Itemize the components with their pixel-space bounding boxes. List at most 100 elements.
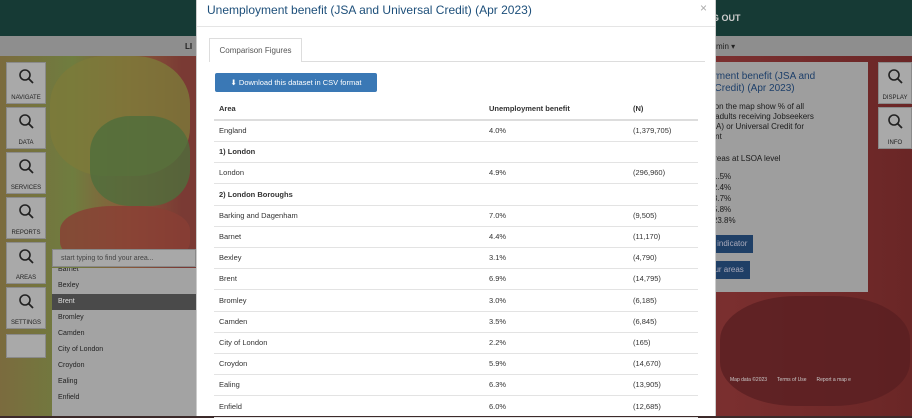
user-menu[interactable]: min ▾ bbox=[716, 42, 736, 51]
table-cell: 6.9% bbox=[489, 274, 507, 284]
sidebar-button[interactable]: REPORTS bbox=[6, 197, 46, 239]
row-divider bbox=[214, 204, 698, 206]
map-footer-link[interactable]: Report a map e bbox=[816, 377, 851, 383]
tab[interactable]: Comparison Figures bbox=[209, 38, 302, 62]
download-button[interactable]: ⬇ Download this dataset in CSV format bbox=[215, 73, 377, 92]
icon bbox=[19, 249, 34, 264]
close-button[interactable]: × bbox=[700, 1, 708, 15]
icon bbox=[19, 69, 34, 84]
button-label: SETTINGS bbox=[10, 320, 41, 326]
area-search[interactable]: start typing to find your area... bbox=[52, 249, 196, 267]
button-label: REPORTS bbox=[11, 230, 41, 236]
table-cell: (13,905) bbox=[633, 380, 661, 390]
sidebar: NAVIGATE DATA SERVICES REPORTS AREAS SETTINGS bbox=[6, 62, 46, 358]
area-item[interactable]: Croydon bbox=[58, 362, 85, 369]
area-item[interactable]: Bexley bbox=[58, 282, 80, 289]
table-header: Unemployment benefit bbox=[489, 104, 570, 113]
row-divider bbox=[214, 374, 698, 376]
table-cell: Bromley bbox=[219, 295, 247, 305]
row-divider bbox=[214, 395, 698, 397]
table-cell: (165) bbox=[633, 338, 651, 347]
table-cell: Barnet bbox=[219, 232, 242, 241]
indicator-panel: loyment benefit (JSA and al Credit) (Apr … bbox=[700, 62, 868, 292]
table-cell: (6,185) bbox=[633, 295, 657, 305]
modal: Unemployment benefit (JSA and Universal … bbox=[196, 0, 716, 418]
table-cell: 3.5% bbox=[489, 316, 507, 326]
area-item[interactable]: Barnet bbox=[58, 268, 79, 273]
table-cell: (12,685) bbox=[633, 401, 661, 411]
map-footer-link[interactable]: Terms of Use bbox=[777, 377, 807, 383]
expand-button[interactable] bbox=[6, 334, 46, 358]
row-divider bbox=[214, 183, 698, 185]
row-divider bbox=[214, 416, 698, 418]
table-cell: (11,170) bbox=[633, 232, 661, 241]
panel-text: ll areas at LSOA level bbox=[704, 154, 781, 163]
sidebar-button[interactable]: INFO bbox=[878, 107, 912, 149]
row-divider bbox=[214, 310, 698, 312]
area-item[interactable]: Bromley bbox=[58, 314, 84, 321]
icon bbox=[19, 159, 34, 174]
area-item[interactable]: Camden bbox=[58, 330, 85, 337]
map-footer: Map data ©2023 Terms of Use Report a map e bbox=[730, 368, 910, 383]
button-label: INFO bbox=[887, 140, 903, 146]
modal-title: Unemployment benefit (JSA and Universal … bbox=[207, 3, 532, 17]
table-cell: (296,960) bbox=[633, 168, 666, 178]
legend-item: to 3.7% bbox=[704, 194, 732, 203]
sidebar-button[interactable]: DISPLAY bbox=[878, 62, 912, 104]
panel-text: ge adults receiving Jobseekers bbox=[704, 112, 814, 121]
row-divider bbox=[214, 247, 698, 248]
table-cell: 3.1% bbox=[489, 253, 507, 263]
table-cell: Barking and Dagenham bbox=[219, 210, 298, 220]
table-cell: Enfield bbox=[219, 401, 242, 411]
table-cell: (6,845) bbox=[633, 316, 657, 326]
sidebar-button[interactable]: SETTINGS bbox=[6, 287, 46, 329]
button-label: DISPLAY bbox=[882, 95, 908, 101]
legend-item: to 2.4% bbox=[704, 183, 732, 192]
sidebar-button[interactable]: AREAS bbox=[6, 242, 46, 284]
row-divider bbox=[214, 268, 698, 270]
sidebar-button[interactable]: DATA bbox=[6, 107, 46, 149]
area-list: Barnet Bexley Brent Bromley Camden City of Lo… bbox=[52, 268, 196, 416]
legend-item: to 5.8% bbox=[704, 205, 732, 214]
icon bbox=[19, 294, 34, 309]
area-item[interactable]: Enfield bbox=[58, 394, 80, 401]
icon bbox=[19, 114, 34, 129]
icon bbox=[19, 204, 34, 219]
table-cell: 4.0% bbox=[489, 126, 507, 135]
table-cell: England bbox=[219, 126, 247, 135]
table-cell: 3.0% bbox=[489, 295, 507, 305]
table-cell: (14,670) bbox=[633, 359, 661, 369]
panel-text: (JSA) or Universal Credit for bbox=[704, 122, 805, 131]
button-label: SERVICES bbox=[10, 185, 42, 191]
table-cell: Bexley bbox=[219, 253, 242, 263]
button-label: AREAS bbox=[15, 275, 37, 281]
table-cell: City of London bbox=[219, 338, 268, 347]
row-divider bbox=[214, 289, 698, 291]
button-label: NAVIGATE bbox=[11, 95, 41, 101]
table-cell: 7.0% bbox=[489, 210, 507, 220]
table-header: Area bbox=[219, 104, 236, 113]
legend-item: to 1.5% bbox=[704, 172, 732, 181]
divider bbox=[214, 119, 698, 121]
sidebar-button[interactable]: SERVICES bbox=[6, 152, 46, 194]
divider bbox=[197, 26, 715, 27]
area-item[interactable]: City of London bbox=[58, 346, 104, 353]
logout[interactable]: G OUT bbox=[712, 13, 741, 23]
table-cell: 5.9% bbox=[489, 359, 507, 369]
sidebar-button[interactable]: NAVIGATE bbox=[6, 62, 46, 104]
table-cell: 2) London Boroughs bbox=[219, 189, 293, 199]
area-item[interactable]: Brent bbox=[52, 294, 196, 310]
row-divider bbox=[214, 331, 698, 333]
table-cell: 4.4% bbox=[489, 232, 507, 241]
panel-title: al Credit) (Apr 2023) bbox=[704, 83, 795, 94]
table-cell: Camden bbox=[219, 316, 248, 326]
panel-title: loyment benefit (JSA and bbox=[704, 71, 816, 82]
area-item[interactable]: Ealing bbox=[58, 378, 78, 385]
table-cell: (14,795) bbox=[633, 274, 661, 284]
row-divider bbox=[214, 225, 698, 227]
divider bbox=[209, 61, 705, 62]
map-footer-link[interactable]: Map data ©2023 bbox=[730, 377, 768, 383]
table-cell: 4.9% bbox=[489, 168, 507, 178]
table-cell: (4,790) bbox=[633, 253, 657, 263]
table-cell: London bbox=[219, 168, 245, 178]
